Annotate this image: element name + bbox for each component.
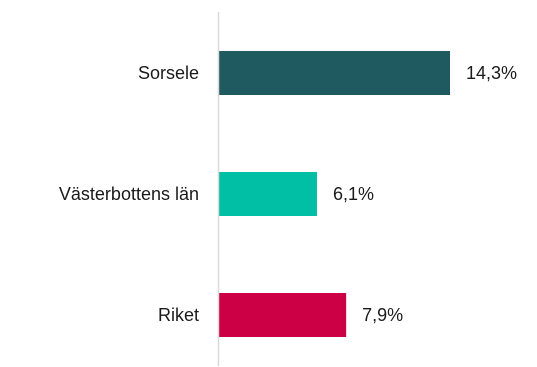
value-label: 14,3%	[466, 63, 517, 83]
category-label: Västerbottens län	[59, 184, 199, 204]
value-labels: 14,3% 6,1% 7,9%	[333, 63, 517, 325]
category-label: Sorsele	[138, 63, 199, 83]
bar	[218, 51, 450, 95]
value-label: 7,9%	[362, 305, 403, 325]
bars	[218, 51, 450, 337]
category-labels: Sorsele Västerbottens län Riket	[59, 63, 199, 325]
category-label: Riket	[158, 305, 199, 325]
value-label: 6,1%	[333, 184, 374, 204]
bar	[218, 172, 317, 216]
bar	[218, 293, 347, 337]
